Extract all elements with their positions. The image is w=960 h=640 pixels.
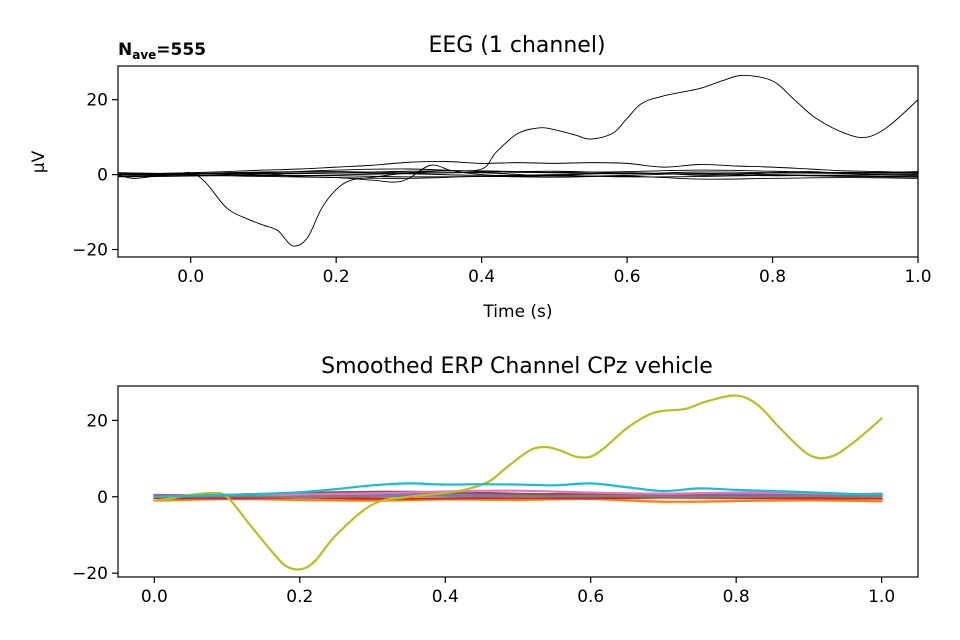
nave-equals: = [156, 40, 170, 60]
smoothed-erp-axes-frame [117, 385, 919, 578]
eeg-x-label: Time (s) [482, 302, 552, 322]
eeg-y-tick-label-3: 20 [86, 91, 108, 111]
smoothed-erp-y-tick-label-3: 20 [86, 411, 108, 431]
eeg-x-tick-label-4: 0.6 [614, 267, 641, 287]
smoothed-erp-series-line-8 [153, 494, 883, 499]
smoothed-erp-x-tick-label-1: 0.0 [141, 587, 168, 607]
eeg-y-tick-label-1: −20 [72, 241, 108, 261]
nave-main: N [118, 40, 132, 60]
eeg-series-line-2 [118, 160, 918, 176]
smoothed-erp-lines [153, 394, 883, 571]
smoothed-erp-series-line-7 [153, 489, 883, 498]
smoothed-erp-x-tick-label-5: 0.8 [723, 587, 750, 607]
smoothed-erp-y-tick-label-2: 0 [97, 488, 108, 508]
eeg-x-tick-label-6: 1.0 [904, 267, 931, 287]
smoothed-erp-panel: Smoothed ERP Channel CPz vehicle 0.0 0.2 0… [72, 354, 919, 607]
smoothed-erp-x-tick-label-3: 0.4 [432, 587, 459, 607]
smoothed-erp-series-line-9 [153, 394, 883, 571]
eeg-series-line-10 [118, 172, 918, 177]
eeg-series-line-9 [118, 169, 918, 176]
smoothed-erp-x-tick-label-4: 0.6 [577, 587, 604, 607]
smoothed-erp-x-tick-label-2: 0.2 [286, 587, 313, 607]
eeg-y-label: µV [29, 150, 49, 173]
smoothed-erp-title: Smoothed ERP Channel CPz vehicle [321, 354, 713, 379]
eeg-y-tick-label-2: 0 [97, 166, 108, 186]
eeg-y-ticks: −20 0 20 [72, 91, 118, 261]
smoothed-erp-series-line-10 [153, 482, 883, 498]
smoothed-erp-x-tick-label-6: 1.0 [868, 587, 895, 607]
smoothed-erp-series-line-2 [153, 497, 883, 503]
eeg-axes-frame [117, 65, 919, 258]
eeg-title: EEG (1 channel) [428, 33, 605, 58]
nave-annotation: Nave=555 [118, 40, 206, 62]
nave-digits: 555 [171, 40, 207, 60]
smoothed-erp-x-ticks: 0.0 0.2 0.4 0.6 0.8 1.0 [141, 577, 895, 607]
nave-subscript: ave [132, 48, 156, 62]
eeg-x-tick-label-1: 0.0 [177, 267, 204, 287]
eeg-series-line-5 [118, 174, 918, 180]
eeg-x-tick-label-5: 0.8 [759, 267, 786, 287]
smoothed-erp-y-ticks: −20 0 20 [72, 411, 118, 584]
eeg-x-ticks: 0.0 0.2 0.4 0.6 0.8 1.0 [177, 257, 932, 287]
eeg-lines [118, 74, 918, 247]
eeg-x-tick-label-3: 0.4 [468, 267, 495, 287]
eeg-panel: EEG (1 channel) Nave=555 0.0 0.2 0.4 0.6 0.8… [29, 33, 932, 322]
smoothed-erp-y-tick-label-1: −20 [72, 564, 108, 584]
eeg-x-tick-label-2: 0.2 [323, 267, 350, 287]
eeg-series-line-1 [118, 74, 918, 247]
